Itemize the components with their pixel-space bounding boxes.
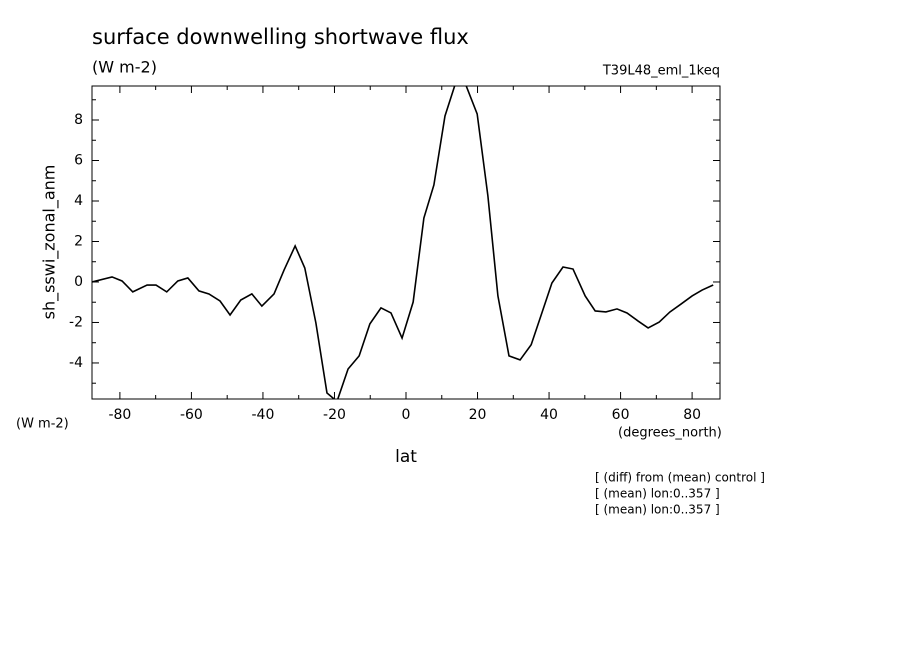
subtitle: (W m-2) (92, 58, 157, 77)
x-tick-label: -60 (180, 407, 203, 423)
data-line (92, 86, 714, 399)
x-tick-label: -40 (252, 407, 275, 423)
y-tick-label: 8 (74, 112, 83, 128)
x-tick-label: 60 (612, 407, 630, 423)
y-tick-label: 2 (74, 233, 83, 249)
x-tick-label: 80 (683, 407, 701, 423)
note: [ (mean) lon:0..357 ] (595, 487, 720, 501)
x-tick-label: 40 (540, 407, 558, 423)
y-tick-label: 6 (74, 153, 83, 169)
x-units: (degrees_north) (618, 426, 722, 441)
y-axis-label: sh_sswi_zonal_anm (40, 165, 60, 320)
x-axis-label: lat (395, 447, 417, 467)
dataset-label: T39L48_eml_1keq (602, 64, 720, 79)
x-tick-label: -20 (323, 407, 346, 423)
note: [ (mean) lon:0..357 ] (595, 503, 720, 517)
y-tick-label: -4 (69, 355, 83, 371)
x-tick-label: -80 (108, 407, 131, 423)
y-units: (W m-2) (16, 417, 69, 432)
x-tick-label: 20 (469, 407, 487, 423)
chart-title: surface downwelling shortwave flux (92, 25, 469, 49)
y-tick-label: 4 (74, 193, 83, 209)
note: [ (diff) from (mean) control ] (595, 471, 765, 485)
x-tick-label: 0 (402, 407, 411, 423)
y-tick-label: -2 (69, 314, 83, 330)
y-tick-label: 0 (74, 274, 83, 290)
